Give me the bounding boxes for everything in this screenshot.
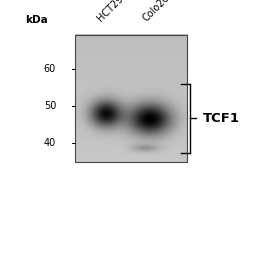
Text: kDa: kDa <box>25 15 48 25</box>
Text: Colo201: Colo201 <box>140 0 175 24</box>
Text: 40: 40 <box>44 138 56 148</box>
Text: HCT29: HCT29 <box>94 0 124 24</box>
Text: 60: 60 <box>44 64 56 74</box>
Text: TCF1: TCF1 <box>202 112 239 125</box>
Text: 50: 50 <box>43 101 56 111</box>
Bar <box>75 35 187 162</box>
